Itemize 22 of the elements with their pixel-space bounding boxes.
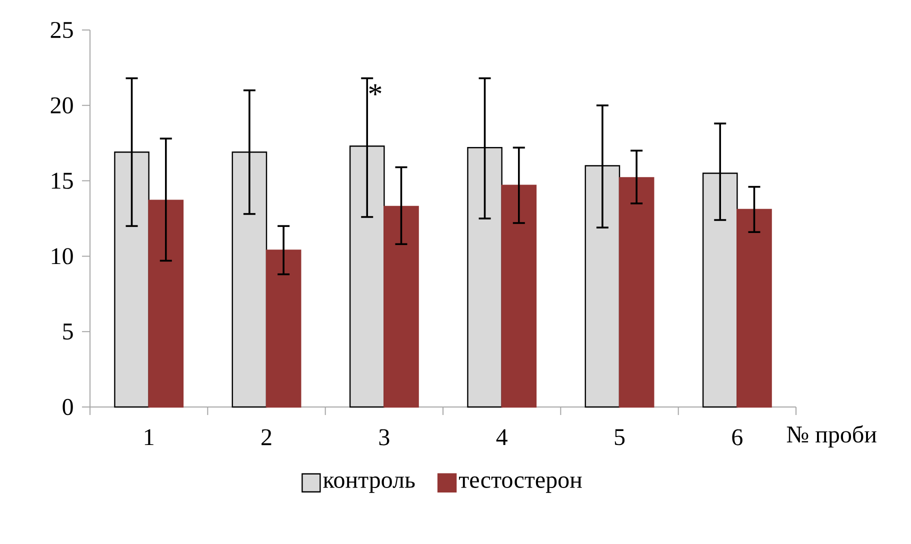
y-tick-label: 15: [52, 172, 73, 189]
y-tick-label: 20: [50, 97, 73, 114]
x-tick-label: 1: [144, 429, 154, 446]
annotation: *: [369, 84, 382, 96]
bar: [384, 206, 419, 408]
bar: [266, 250, 302, 408]
legend-label: контроль: [323, 476, 415, 493]
x-tick-label: 5: [614, 429, 625, 446]
y-tick-label: 10: [52, 248, 73, 264]
bar: [148, 200, 184, 408]
x-axis-title: № проби: [786, 425, 876, 448]
bar: [618, 177, 654, 408]
y-tick-label: 25: [50, 22, 73, 38]
y-tick-label: 0: [62, 398, 73, 416]
x-tick-label: 2: [262, 429, 272, 446]
y-tick-label: 5: [63, 324, 73, 340]
bar: [501, 184, 537, 408]
x-tick-label: 3: [379, 429, 390, 446]
legend-label: тестостерон: [458, 476, 582, 493]
x-tick-label: 6: [732, 429, 742, 446]
x-tick-label: 4: [496, 429, 508, 445]
bar: [736, 208, 772, 408]
